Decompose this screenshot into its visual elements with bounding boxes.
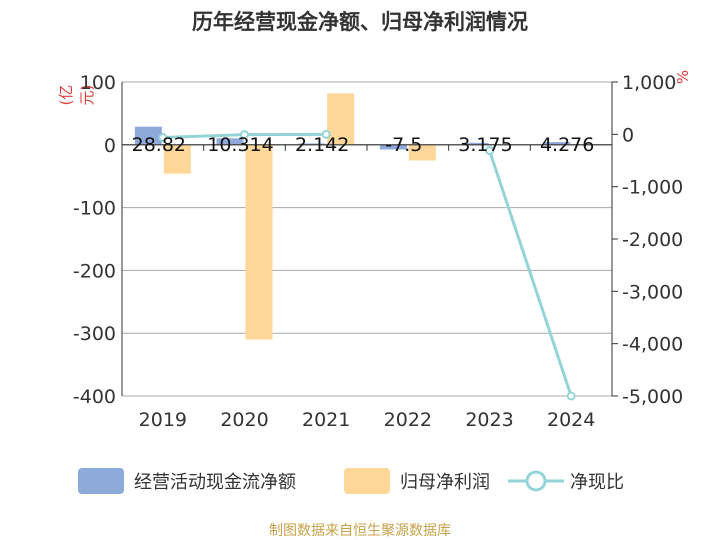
bar-cash-2021 <box>298 143 326 145</box>
legend-label-ratio: 净现比 <box>570 472 624 493</box>
right-tick-label: -3,000 <box>622 281 683 303</box>
legend-label-cash: 经营活动现金流净额 <box>134 472 296 493</box>
bar-cash-2024 <box>543 142 571 145</box>
left-tick-label: 100 <box>80 72 116 94</box>
legend-swatch-cash <box>78 468 124 494</box>
ratio-line-segment <box>488 150 573 397</box>
data-label-cash-2022: -7.5 <box>385 134 422 156</box>
right-tick-label: -2,000 <box>622 229 683 251</box>
legend-item-cash[interactable]: 经营活动现金流净额 <box>78 466 296 496</box>
legend-swatch-profit <box>344 468 390 494</box>
x-tick-label: 2019 <box>139 409 187 431</box>
legend-swatch-ratio <box>508 470 564 492</box>
x-tick-label: 2023 <box>465 409 513 431</box>
bar-profit-2022 <box>408 144 436 161</box>
right-tick-label: -5,000 <box>622 386 683 408</box>
data-label-cash-2024: 4.276 <box>540 134 594 156</box>
bar-cash-2020 <box>216 138 244 145</box>
left-tick-label: -400 <box>73 386 116 408</box>
right-tick-label: 1,000 <box>622 72 676 94</box>
legend-label-profit: 归母净利润 <box>400 472 490 493</box>
right-tick-label: -4,000 <box>622 334 683 356</box>
ratio-line-segment <box>162 133 245 139</box>
x-tick-label: 2024 <box>547 409 595 431</box>
bar-cash-2022 <box>379 144 407 150</box>
right-tick-label: 0 <box>622 124 634 146</box>
legend-item-profit[interactable]: 归母净利润 <box>344 466 490 496</box>
left-tick-label: -300 <box>73 323 116 345</box>
ratio-point-2023 <box>485 146 494 156</box>
data-label-cash-2019: 28.82 <box>132 134 186 156</box>
ratio-point-2020 <box>240 130 249 140</box>
left-tick-label: 0 <box>104 135 116 157</box>
chart-plot: 100 0 -100 -200 -300 -400 1,000 0 -1,000 -2,000 -3… <box>73 72 683 431</box>
x-tick-label: 2020 <box>220 409 268 431</box>
chart-title: 历年经营现金净额、归母净利润情况 <box>192 10 528 34</box>
ratio-point-2024 <box>566 391 576 401</box>
data-label-cash-2020: 10.314 <box>207 134 273 156</box>
bar-profit-2020 <box>245 144 273 340</box>
data-label-cash-2023: 3.175 <box>458 134 512 156</box>
ratio-point-2021 <box>321 129 331 139</box>
bar-profit-2019 <box>163 144 191 174</box>
source-note: 制图数据来自恒生聚源数据库 <box>269 523 451 539</box>
bar-profit-2021 <box>327 93 355 145</box>
x-tick-label: 2021 <box>302 409 350 431</box>
ratio-point-2019 <box>158 132 168 142</box>
x-tick-label: 2022 <box>384 409 432 431</box>
data-label-cash-2021: 2.142 <box>295 134 349 156</box>
left-tick-label: -100 <box>73 198 116 220</box>
bar-cash-2019 <box>134 126 162 145</box>
right-tick-label: -1,000 <box>622 177 683 199</box>
left-tick-label: -200 <box>73 260 116 282</box>
bar-cash-2023 <box>461 142 489 145</box>
legend: 经营活动现金流净额 归母净利润 净现比 <box>0 466 720 496</box>
legend-item-ratio[interactable]: 净现比 <box>508 466 624 496</box>
